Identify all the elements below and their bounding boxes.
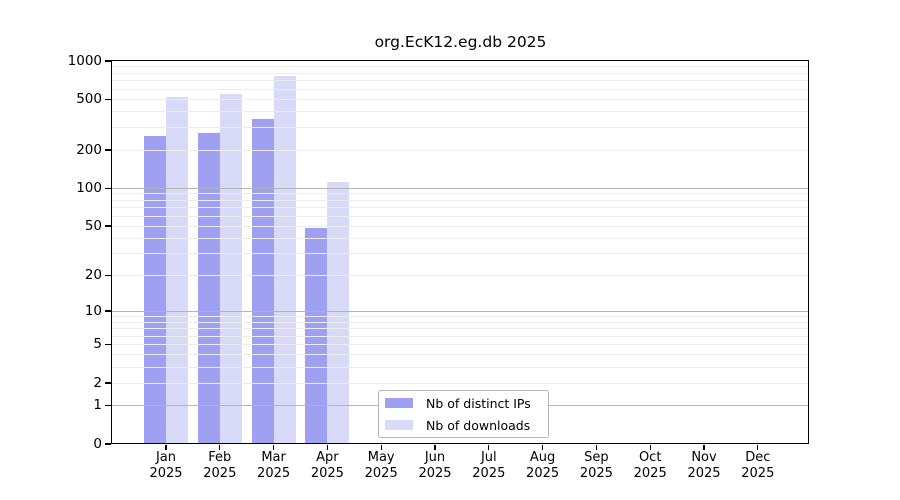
legend-swatch-downloads [385,420,413,430]
bar-distinct-ips [197,132,220,444]
x-tick-mark [542,445,544,450]
minor-gridline [112,127,809,129]
minor-gridline [112,274,809,276]
minor-gridline [112,237,809,239]
y-tick-label: 5 [93,336,102,353]
y-tick-label: 20 [84,266,102,283]
x-tick-mark [649,445,651,450]
x-tick-label: Dec 2025 [741,450,775,481]
minor-gridline [112,88,809,90]
legend-item-downloads: Nb of downloads [379,414,548,436]
x-tick-label: Aug 2025 [526,450,560,481]
minor-gridline [112,215,809,217]
major-gridline [112,187,809,189]
bar-downloads [273,76,296,444]
y-tick-mark [105,310,111,312]
x-tick-label: Jun 2025 [418,450,452,481]
minor-gridline [112,315,809,317]
minor-gridline [112,199,809,201]
x-tick-label: Jul 2025 [472,450,506,481]
y-tick-mark [105,225,111,227]
minor-gridline [112,354,809,356]
minor-gridline [112,111,809,113]
legend-label: Nb of downloads [426,417,531,433]
x-tick-mark [757,445,759,450]
y-tick-mark [105,149,111,151]
minor-gridline [112,382,809,384]
bar-downloads [166,97,188,444]
minor-gridline [112,344,809,346]
y-tick-label: 200 [76,141,102,158]
gridlines-layer [112,61,809,444]
y-tick-label: 50 [84,217,102,234]
x-tick-label: Jan 2025 [149,450,183,481]
minor-gridline [112,98,809,100]
y-tick-label: 1 [93,397,102,414]
x-tick-mark [595,445,598,450]
x-tick-label: Nov 2025 [687,450,721,481]
chart-title: org.EcK12.eg.db 2025 [374,33,547,51]
legend-label: Nb of distinct IPs [426,395,531,411]
y-tick-mark [105,274,111,276]
minor-gridline [112,253,809,255]
y-tick-label: 100 [76,179,102,196]
minor-gridline [112,328,809,330]
bar-downloads [219,94,242,444]
x-tick-mark [326,445,329,450]
y-tick-mark [105,60,111,62]
x-tick-mark [165,445,167,450]
y-tick-mark [105,443,111,445]
legend: Nb of distinct IPs Nb of downloads [378,390,549,438]
y-tick-label: 500 [76,90,102,107]
y-tick-mark [105,404,111,407]
x-tick-label: May 2025 [364,450,398,481]
x-tick-mark [273,445,275,450]
x-tick-label: Sep 2025 [579,450,613,481]
minor-gridline [112,366,809,368]
x-tick-mark [380,445,382,450]
y-tick-mark [105,98,111,101]
y-tick-label: 0 [93,435,102,452]
x-tick-label: Feb 2025 [203,450,237,481]
y-tick-mark [105,187,111,189]
y-tick-label: 2 [93,374,102,391]
major-gridline [112,310,809,312]
x-tick-label: Mar 2025 [257,450,291,481]
minor-gridline [112,321,809,323]
minor-gridline [112,193,809,195]
x-tick-mark [703,445,705,450]
minor-gridline [112,149,809,151]
minor-gridline [112,66,809,68]
y-tick-label: 10 [84,302,102,319]
plot-area [112,61,809,444]
legend-item-distinct-ips: Nb of distinct IPs [379,392,548,414]
minor-gridline [112,80,809,82]
minor-gridline [112,72,809,74]
minor-gridline [112,207,809,209]
y-tick-mark [105,382,111,384]
legend-swatch-distinct-ips [385,398,413,408]
bar-downloads [327,181,350,444]
x-tick-mark [219,445,221,450]
x-tick-mark [434,445,436,450]
minor-gridline [112,225,809,227]
y-tick-mark [105,344,111,346]
x-tick-label: Oct 2025 [633,450,667,481]
minor-gridline [112,335,809,337]
x-tick-mark [488,445,490,450]
y-tick-label: 1000 [67,52,102,69]
x-tick-label: Apr 2025 [310,450,344,481]
